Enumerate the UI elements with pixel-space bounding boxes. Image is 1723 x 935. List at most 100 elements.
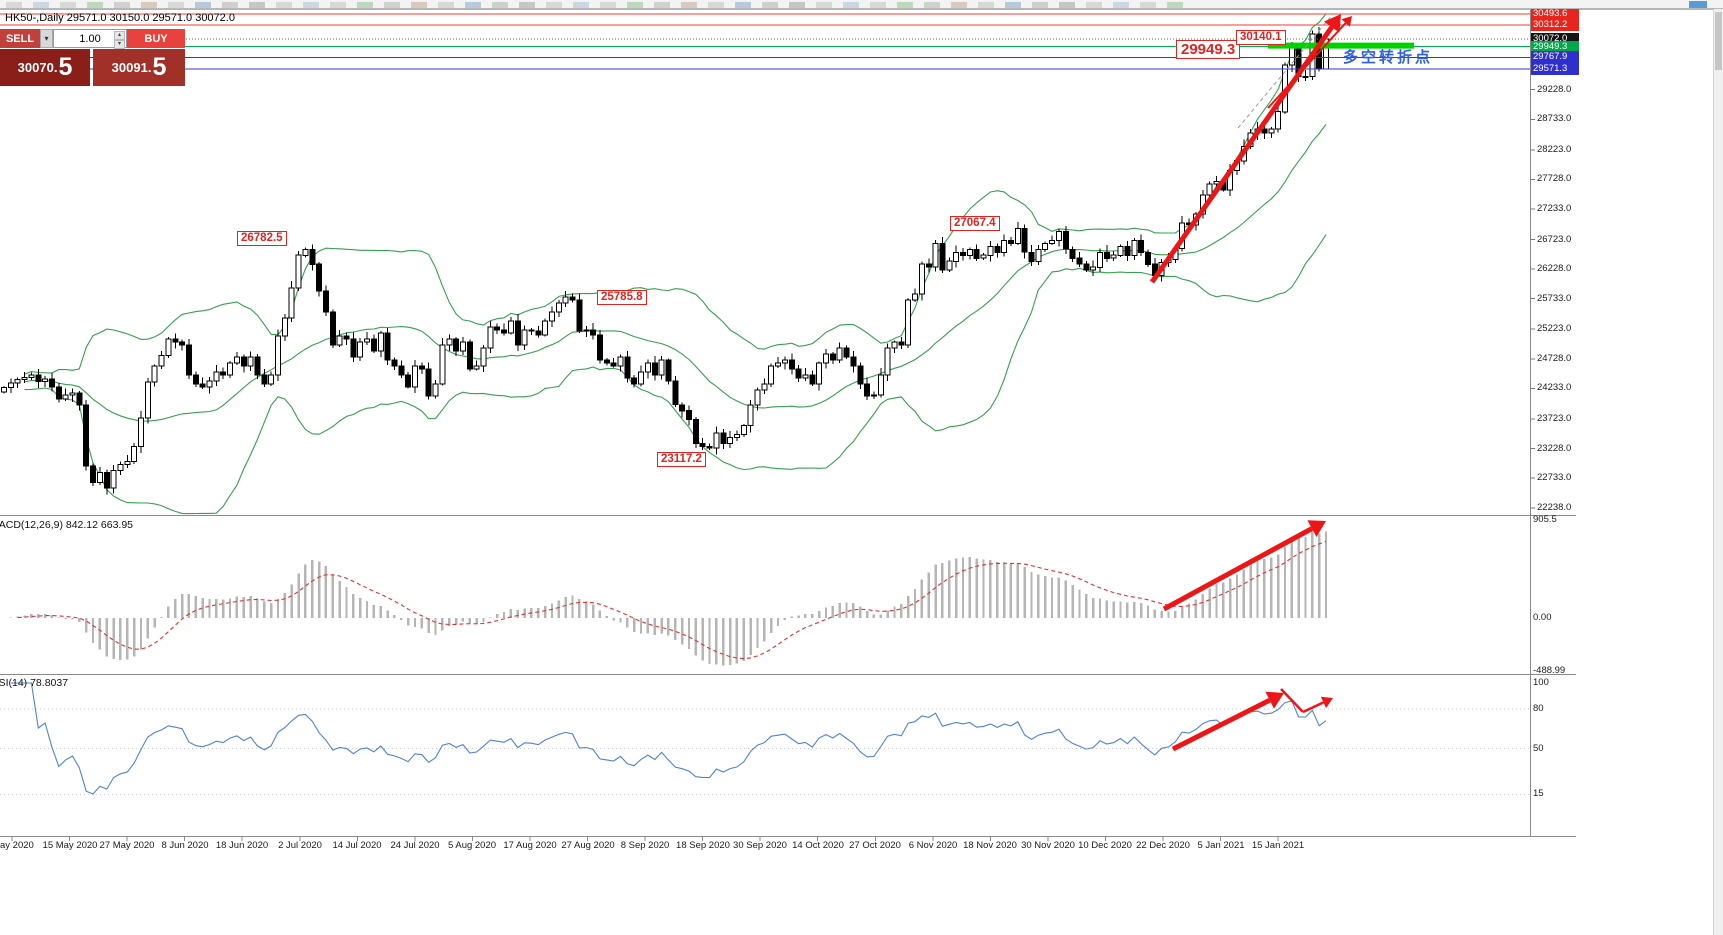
buy-price-big-digit: 5 — [152, 53, 167, 81]
price-chart-layer — [0, 13, 1530, 515]
toolbar-icon-fragment[interactable] — [411, 2, 427, 8]
date-label: 8 Jun 2020 — [161, 840, 209, 851]
trend-arrow — [1162, 520, 1326, 612]
toolbar-icon-fragment[interactable] — [141, 2, 157, 8]
toolbar-icon-fragment[interactable] — [1032, 2, 1048, 8]
scrollbar-thumb[interactable] — [1715, 12, 1722, 70]
toolbar-icon-fragment[interactable] — [114, 2, 130, 8]
macd-axis-label: -488.99 — [1533, 665, 1566, 676]
order-type-dropdown[interactable]: ▾ — [40, 29, 53, 48]
macd-indicator-label: MACD(12,26,9) 842.12 663.95 — [0, 519, 134, 531]
toolbar-icon-fragment[interactable] — [762, 2, 778, 8]
toolbar-icon-fragment[interactable] — [789, 2, 805, 8]
toolbar-icon-fragment[interactable] — [1167, 2, 1183, 8]
date-label: 15 Jan 2021 — [1251, 840, 1305, 851]
toolbar-icon-fragment[interactable] — [708, 2, 724, 8]
macd-histogram — [9, 531, 1328, 666]
toolbar-icon-fragment[interactable] — [627, 2, 643, 8]
date-label: 2 Jul 2020 — [278, 840, 322, 851]
buy-button[interactable]: BUY — [127, 29, 185, 48]
toolbar-icon-fragment[interactable] — [843, 2, 859, 8]
price-tag: 30312.2 — [1531, 19, 1579, 31]
rsi-axis-label: 100 — [1533, 677, 1549, 688]
price-tag: 30493.6 — [1531, 8, 1579, 20]
toolbar-icon-fragment[interactable] — [6, 2, 22, 8]
toolbar-icon-fragment[interactable] — [465, 2, 481, 8]
date-label: 24 Jul 2020 — [390, 840, 440, 851]
toolbar-icon-fragment[interactable] — [870, 2, 886, 8]
toolbar-icon-fragment[interactable] — [330, 2, 346, 8]
price-axis-label: 24233.0 — [1537, 382, 1572, 393]
bollinger-middle-band — [24, 123, 1327, 422]
toolbar-icon-fragment[interactable] — [1113, 2, 1129, 8]
date-label: 27 Aug 2020 — [561, 840, 615, 851]
toolbar-icon-fragment[interactable] — [519, 2, 535, 8]
toolbar-icon-fragment[interactable] — [978, 2, 994, 8]
toolbar-icon-fragment[interactable] — [87, 2, 103, 8]
date-label: 30 Nov 2020 — [1021, 840, 1075, 851]
toolbar-icon-fragment[interactable] — [546, 2, 562, 8]
sell-price-dot: . — [53, 60, 58, 75]
macd-axis-label: 0.00 — [1533, 612, 1552, 623]
price-tag: 29949.3 — [1531, 41, 1579, 53]
toolbar-icon-fragment[interactable] — [897, 2, 913, 8]
toolbar-icon-fragment[interactable] — [1005, 2, 1021, 8]
buy-price-display[interactable]: 30091. 5 — [93, 49, 185, 86]
vertical-scrollbar[interactable] — [1713, 9, 1723, 935]
date-label: 18 Jun 2020 — [215, 840, 269, 851]
sell-button[interactable]: SELL — [0, 29, 40, 48]
date-label: 30 Sep 2020 — [733, 840, 787, 851]
quantity-input[interactable]: 1.00 ▴ ▾ — [53, 29, 127, 49]
toolbar-icon-fragment[interactable] — [735, 2, 751, 8]
date-label: 5 Jan 2021 — [1197, 840, 1245, 851]
toolbar-icon-fragment[interactable] — [222, 2, 238, 8]
toolbar-icon-fragment[interactable] — [924, 2, 940, 8]
price-axis-label: 26723.0 — [1537, 234, 1572, 245]
toolbar-icon-fragment[interactable] — [249, 2, 265, 8]
quantity-increment-button[interactable]: ▴ — [114, 31, 125, 40]
trade-panel-prices: 30070. 5 30091. 5 — [0, 49, 185, 86]
toolbar-icon-fragment[interactable] — [654, 2, 670, 8]
rsi-axis-label: 15 — [1533, 788, 1544, 799]
price-axis-label: 23723.0 — [1537, 413, 1572, 424]
toolbar-chart-icon[interactable] — [1689, 1, 1707, 8]
price-annotation: 29949.3 — [1176, 40, 1241, 59]
trade-panel-controls: SELL ▾ 1.00 ▴ ▾ BUY — [0, 29, 185, 49]
toolbar-icon-fragment[interactable] — [681, 2, 697, 8]
date-label: 18 Sep 2020 — [676, 840, 730, 851]
price-axis-label: 27728.0 — [1537, 173, 1572, 184]
quantity-value: 1.00 — [79, 32, 101, 45]
date-label: 14 Jul 2020 — [332, 840, 382, 851]
macd-panel-layer — [9, 531, 1328, 666]
toolbar-icon-fragment[interactable] — [1086, 2, 1102, 8]
candles — [1, 27, 1329, 495]
price-annotation: 23117.2 — [657, 452, 706, 467]
price-axis-label: 22733.0 — [1537, 472, 1572, 483]
toolbar-icon-fragment[interactable] — [816, 2, 832, 8]
sell-price-display[interactable]: 30070. 5 — [0, 49, 90, 86]
toolbar-icon-fragment[interactable] — [168, 2, 184, 8]
date-label: 14 Oct 2020 — [792, 840, 844, 851]
date-label: ay 2020 — [0, 840, 34, 851]
toolbar-icon-fragment[interactable] — [276, 2, 292, 8]
toolbar-icon-fragment[interactable] — [573, 2, 589, 8]
toolbar-icon-fragment[interactable] — [492, 2, 508, 8]
toolbar-icon-fragment[interactable] — [1059, 2, 1075, 8]
price-annotation: 26782.5 — [237, 231, 287, 246]
quantity-decrement-button[interactable]: ▾ — [114, 40, 125, 49]
toolbar-icon-fragment[interactable] — [60, 2, 76, 8]
toolbar-icon-fragment[interactable] — [33, 2, 49, 8]
date-label: 27 May 2020 — [99, 840, 155, 851]
toolbar-icon-fragment[interactable] — [195, 2, 211, 8]
rsi-line — [10, 682, 1327, 795]
toolbar-icon-fragment[interactable] — [357, 2, 373, 8]
toolbar-icon-fragment[interactable] — [600, 2, 616, 8]
bollinger-lower-band — [24, 234, 1327, 515]
toolbar-icon-fragment[interactable] — [1140, 2, 1156, 8]
toolbar-icon-fragment[interactable] — [384, 2, 400, 8]
toolbar-icon-fragment[interactable] — [438, 2, 454, 8]
toolbar-icon-fragment[interactable] — [303, 2, 319, 8]
toolbar-icon-fragment[interactable] — [951, 2, 967, 8]
